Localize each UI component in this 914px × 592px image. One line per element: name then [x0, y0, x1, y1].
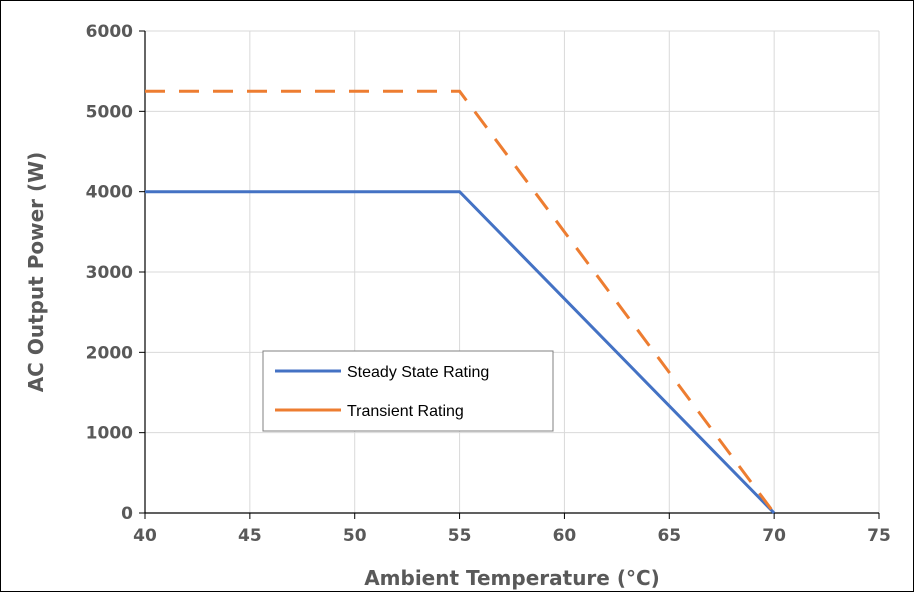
series-line-transient	[145, 89, 776, 514]
x-tick-labels: 40 45 50 55 60 65 70 75	[133, 526, 891, 546]
x-tick-label: 40	[133, 526, 157, 546]
y-axis-title: AC Output Power (W)	[24, 152, 48, 393]
legend-box	[262, 350, 554, 432]
y-tick-labels: 0 1000 2000 3000 4000 5000 6000	[86, 22, 133, 524]
x-tick-label: 50	[343, 526, 367, 546]
legend: Steady State Rating Transient Rating	[262, 350, 554, 432]
legend-label: Transient Rating	[347, 403, 464, 420]
y-tick-label: 3000	[86, 263, 133, 283]
y-tick-label: 2000	[86, 343, 133, 363]
x-tick-label: 65	[657, 526, 681, 546]
x-tick-label: 55	[448, 526, 472, 546]
x-axis-title: Ambient Temperature (°C)	[364, 566, 660, 590]
grid-lines	[144, 30, 880, 514]
x-tick-label: 60	[553, 526, 577, 546]
series-lines	[145, 89, 776, 515]
y-tick-label: 6000	[86, 22, 133, 42]
x-tick-label: 75	[867, 526, 891, 546]
x-tick-label: 70	[762, 526, 786, 546]
legend-label: Steady State Rating	[347, 364, 489, 381]
axes	[139, 30, 880, 519]
y-tick-label: 1000	[86, 424, 133, 444]
y-tick-label: 5000	[86, 102, 133, 122]
x-tick-label: 45	[238, 526, 262, 546]
y-tick-label: 0	[121, 504, 133, 524]
y-tick-label: 4000	[86, 183, 133, 203]
series-line-steady-state	[145, 190, 776, 515]
